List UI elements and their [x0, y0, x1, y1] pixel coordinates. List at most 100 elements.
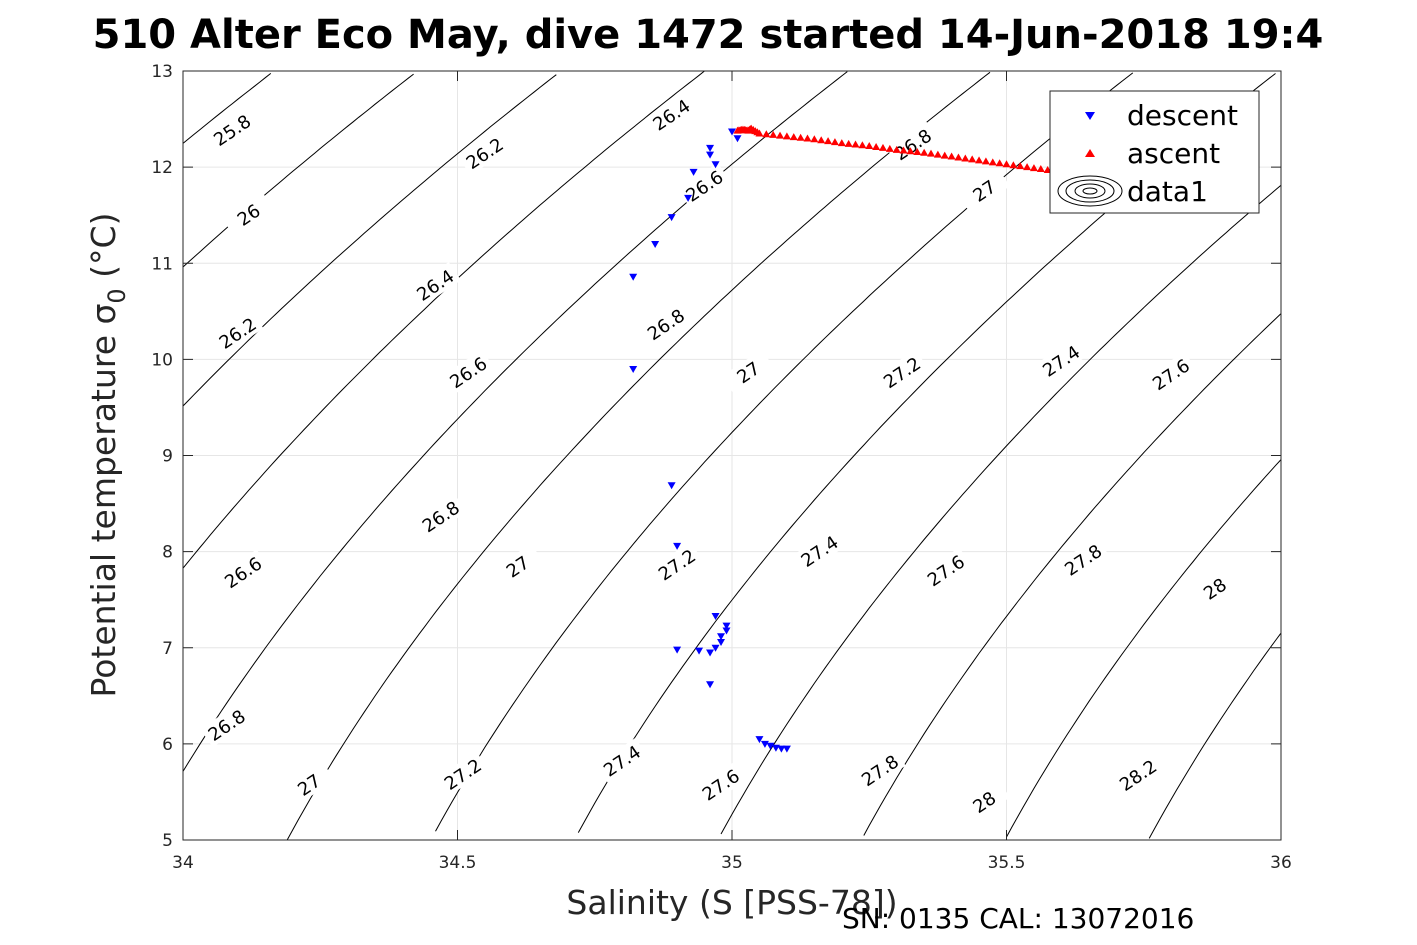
y-tick-label: 6 — [162, 735, 173, 755]
descent-point — [673, 542, 682, 550]
y-axis-label-subscript: 0 — [103, 288, 131, 303]
contour-label-bg — [919, 547, 972, 593]
descent-point — [684, 194, 693, 202]
ascent-point — [899, 146, 908, 154]
contour-label-bg — [957, 167, 1010, 213]
ascent-point — [1036, 165, 1045, 173]
ascent-point — [913, 147, 922, 155]
x-axis-ticks: 34 34.5 35 35.5 36 — [172, 71, 1292, 873]
ascent-point — [968, 155, 977, 163]
legend: descent ascent data1 — [1049, 90, 1260, 214]
ascent-point — [1029, 164, 1038, 172]
descent-point — [706, 649, 715, 657]
contour-label-bg — [853, 747, 906, 793]
descent-point — [760, 740, 769, 748]
ascent-point — [830, 138, 839, 146]
descent-point — [782, 745, 791, 753]
ascent-point — [961, 154, 970, 162]
y-tick-label: 10 — [151, 350, 173, 370]
descent-point — [695, 647, 704, 655]
contour-label-bg — [886, 121, 939, 167]
x-tick-label: 34 — [172, 853, 194, 873]
ascent-point — [762, 130, 771, 138]
contour-label-bg — [1034, 337, 1087, 384]
y-tick-label: 11 — [151, 254, 173, 274]
y-axis-label-main: Potential temperature σ — [84, 304, 123, 698]
descent-point — [651, 241, 660, 249]
descent-point — [717, 638, 726, 646]
contour-label-bg — [282, 761, 335, 807]
ascent-point — [933, 150, 942, 158]
contour-label: 27 — [957, 167, 1010, 213]
ascent-point — [872, 142, 881, 150]
contour-label-bg — [211, 310, 264, 356]
y-tick-label: 13 — [151, 62, 173, 82]
legend-data1-contour-icon — [1057, 175, 1123, 207]
ascent-point — [753, 128, 762, 136]
descent-point — [722, 622, 731, 630]
isopycnal-line — [720, 184, 1282, 835]
contour-label-bg — [793, 528, 846, 574]
contour-labels: 25.82626.226.226.426.426.626.626.626.826… — [200, 91, 1241, 825]
ascent-point — [1009, 161, 1018, 169]
x-tick-label: 36 — [1270, 853, 1292, 873]
y-axis-label: Potential temperature σ0 (°C) — [84, 213, 131, 698]
y-tick-label: 5 — [162, 831, 173, 851]
isopycnal-line — [863, 313, 1282, 836]
ascent-point — [975, 156, 984, 164]
legend-descent-marker — [1085, 112, 1095, 120]
ascent-point — [1023, 163, 1032, 171]
isopycnal-line — [286, 71, 991, 841]
y-axis-label-unit: (°C) — [84, 213, 123, 278]
contour-label-bg — [1188, 565, 1241, 611]
contour-label-bg — [216, 549, 269, 595]
ascent-point — [769, 130, 778, 138]
ascent-point — [906, 147, 915, 155]
descent-point — [711, 613, 720, 621]
contour-label-bg — [441, 349, 494, 395]
descent-point — [733, 135, 742, 143]
contour-label-bg — [200, 702, 253, 748]
descent-point — [755, 736, 764, 744]
ascent-point — [920, 148, 929, 156]
ascent-point — [947, 152, 956, 160]
ascent-point — [789, 133, 798, 141]
ascent-point — [776, 131, 785, 139]
ascent-point — [954, 153, 963, 161]
ascent-point — [851, 140, 860, 148]
contour-label-bg — [650, 541, 703, 587]
ascent-point — [981, 157, 990, 165]
contour-label-bg — [1144, 351, 1197, 397]
contour-label: 28 — [957, 779, 1010, 825]
ascent-point — [988, 158, 997, 166]
x-tick-label: 35 — [721, 853, 743, 873]
ascent-point — [995, 159, 1004, 167]
ascent-point — [803, 134, 812, 142]
contour-label-bg — [595, 737, 648, 783]
descent-point — [667, 214, 676, 222]
contour-label-bg — [694, 761, 747, 807]
isopycnal-line — [435, 72, 1134, 832]
ascent-point — [817, 136, 826, 144]
ascent-point — [782, 132, 791, 140]
contour-label-bg — [1111, 752, 1164, 798]
ascent-point — [865, 141, 874, 149]
descent-point — [711, 644, 720, 652]
contour-label-bg — [414, 493, 467, 539]
descent-point — [629, 273, 638, 281]
descent-point — [706, 151, 715, 159]
ascent-point — [885, 144, 894, 152]
legend-box — [1049, 90, 1260, 214]
x-tick-label: 35.5 — [988, 853, 1026, 873]
isopycnal-line — [182, 71, 848, 772]
y-tick-label: 9 — [162, 447, 173, 467]
contour-label-bg — [875, 349, 928, 395]
ascent-point — [810, 135, 819, 143]
ascent-point — [1002, 160, 1011, 168]
ascent-point — [892, 145, 901, 153]
isopycnal-line — [182, 74, 557, 407]
contour-label-bg — [408, 262, 461, 308]
ascent-point — [1016, 162, 1025, 170]
svg-text:Potential temperature σ0 (°C): Potential temperature σ0 (°C) — [84, 213, 131, 698]
